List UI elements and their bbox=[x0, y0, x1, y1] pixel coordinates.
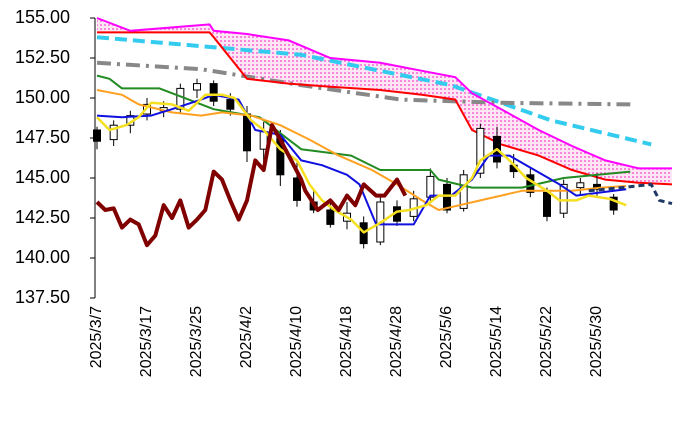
y-tick-label: 152.50 bbox=[15, 47, 70, 67]
candle-body bbox=[559, 183, 568, 214]
y-tick-label: 142.50 bbox=[15, 207, 70, 227]
x-tick-label: 2025/4/28 bbox=[388, 306, 405, 377]
x-tick-label: 2025/3/7 bbox=[88, 306, 105, 368]
x-tick-label: 2025/4/2 bbox=[238, 306, 255, 368]
span-b-line bbox=[96, 17, 672, 170]
y-tick-label: 137.50 bbox=[15, 287, 70, 307]
x-tick-label: 2025/3/25 bbox=[188, 306, 205, 377]
candle-body bbox=[226, 99, 235, 110]
y-tick-label: 147.50 bbox=[15, 127, 70, 147]
candle-body bbox=[576, 182, 585, 189]
y-tick-label: 145.00 bbox=[15, 167, 70, 187]
candle-body bbox=[609, 196, 618, 211]
x-tick-label: 2025/3/17 bbox=[138, 306, 155, 377]
x-tick-label: 2025/4/10 bbox=[288, 306, 305, 377]
candle-body bbox=[526, 174, 535, 193]
y-tick-label: 140.00 bbox=[15, 247, 70, 267]
candle-body bbox=[443, 183, 451, 211]
indicator-line bbox=[96, 93, 627, 226]
candle-body bbox=[426, 175, 435, 198]
candle-body bbox=[209, 83, 218, 102]
candle-body bbox=[109, 124, 118, 141]
ma-line bbox=[96, 60, 631, 107]
x-tick-label: 2025/5/22 bbox=[538, 306, 555, 377]
indicator-line bbox=[588, 182, 673, 206]
x-tick-label: 2025/5/30 bbox=[588, 306, 605, 377]
candle-body bbox=[193, 83, 201, 91]
x-tick-label: 2025/5/6 bbox=[438, 306, 455, 368]
candle-body bbox=[326, 209, 335, 225]
ma-line bbox=[96, 35, 652, 147]
candle-body bbox=[293, 177, 301, 201]
indicator-line bbox=[96, 74, 631, 189]
cloud bbox=[97, 18, 672, 185]
x-tick-label: 2025/4/18 bbox=[338, 306, 355, 377]
candle-body bbox=[93, 129, 101, 142]
indicator-line bbox=[96, 93, 627, 234]
candle-body bbox=[543, 191, 551, 217]
indicator-line bbox=[95, 123, 408, 248]
candle-body bbox=[476, 127, 485, 174]
y-tick-label: 155.00 bbox=[15, 7, 70, 27]
x-tick-label: 2025/5/14 bbox=[488, 306, 505, 377]
indicator-line bbox=[96, 89, 627, 211]
y-tick-label: 150.00 bbox=[15, 87, 70, 107]
span-a-line bbox=[97, 31, 673, 186]
